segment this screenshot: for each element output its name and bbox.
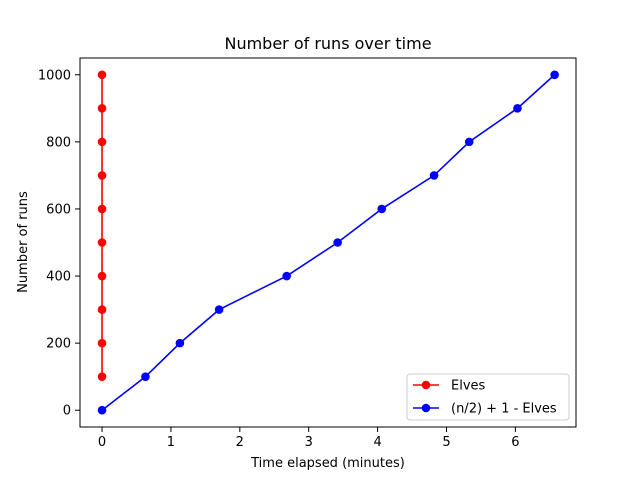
legend-marker <box>421 380 431 390</box>
plot-frame <box>79 57 577 428</box>
data-point <box>175 338 185 348</box>
data-point <box>550 70 559 80</box>
y-tick-label: 600 <box>46 202 71 217</box>
legend-label: (n/2) + 1 - Elves <box>451 402 557 417</box>
x-tick-label: 4 <box>373 435 381 450</box>
y-axis-label: Number of runs <box>16 191 31 293</box>
series-line <box>101 74 556 411</box>
x-tick-label: 0 <box>98 435 106 450</box>
data-point <box>141 372 150 381</box>
legend-label: Elves <box>451 379 486 394</box>
series-1 <box>97 70 559 415</box>
x-tick-label: 3 <box>305 435 313 450</box>
x-tick-label: 1 <box>167 435 175 450</box>
x-tick-label: 5 <box>442 435 450 450</box>
data-point <box>97 305 107 314</box>
data-point <box>429 171 439 180</box>
data-point <box>97 104 107 113</box>
series-layer <box>97 70 559 415</box>
data-point <box>97 338 107 348</box>
data-point <box>377 204 387 214</box>
y-axis: 0 200 400 600 800 1000 <box>38 68 80 419</box>
series-0 <box>97 70 107 381</box>
data-point <box>97 238 107 247</box>
y-tick-label: 800 <box>46 135 71 150</box>
data-point <box>97 271 107 281</box>
y-tick-label: 1000 <box>38 68 71 83</box>
data-point <box>97 70 107 80</box>
legend-box <box>406 373 570 421</box>
data-point <box>97 137 107 147</box>
y-tick-label: 200 <box>46 337 71 352</box>
y-tick-label: 400 <box>46 270 71 285</box>
y-tick-label: 0 <box>63 404 71 419</box>
legend-marker <box>421 403 431 413</box>
data-point <box>333 238 342 247</box>
data-point <box>97 204 107 214</box>
plot-area <box>79 57 577 428</box>
legend: Elves (n/2) + 1 - Elves <box>406 373 570 421</box>
chart-title: Number of runs over time <box>224 34 431 53</box>
data-point <box>282 271 291 281</box>
data-point <box>97 171 107 180</box>
data-point <box>97 372 107 381</box>
x-tick-label: 6 <box>511 435 519 450</box>
x-tick-label: 2 <box>236 435 244 450</box>
data-point <box>97 405 107 415</box>
data-point <box>513 104 522 113</box>
data-point <box>464 137 474 147</box>
data-point <box>214 305 224 314</box>
x-axis: 0 1 2 3 4 5 6 <box>98 427 520 450</box>
x-axis-label: Time elapsed (minutes) <box>250 456 405 471</box>
